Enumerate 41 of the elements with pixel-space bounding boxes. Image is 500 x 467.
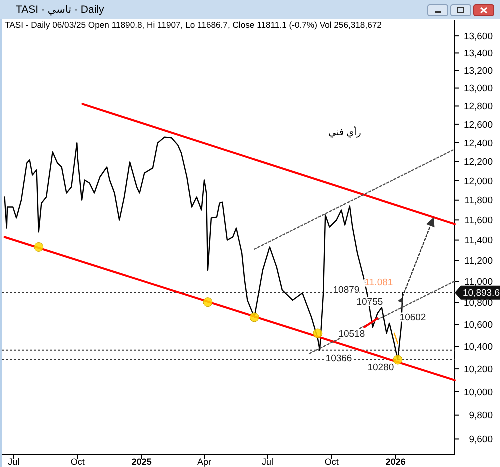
annotation: 10366 xyxy=(326,354,352,365)
x-tick-label: 2025 xyxy=(132,457,152,467)
x-tick-label: Oct xyxy=(324,457,340,467)
point xyxy=(34,242,44,252)
x-tick-label: Oct xyxy=(70,457,86,467)
point xyxy=(250,312,260,322)
x-tick-label: Jul xyxy=(262,457,274,467)
point xyxy=(203,298,213,308)
chart-subtitle: TASI - Daily 06/03/25 Open 11890.8, Hi 11907, Lo 11686.7, Close 11811.1 (-0.7%) Vol 256,318,672 xyxy=(5,20,382,30)
y-tick-label: 13,000 xyxy=(464,84,493,95)
x-tick-label: Jul xyxy=(8,457,20,467)
y-tick-label: 13,600 xyxy=(464,31,493,42)
y-tick-label: 10,200 xyxy=(464,364,493,376)
chart-title: TASI - تاسي - Daily xyxy=(16,4,105,16)
y-tick-label: 10,000 xyxy=(464,387,493,398)
y-tick-label: 12,800 xyxy=(464,102,493,113)
ref-line-label: 10,893.6 xyxy=(463,288,500,300)
y-tick-label: 10,600 xyxy=(464,320,493,331)
y-tick-label: 12,600 xyxy=(464,120,493,131)
x-tick-label: 2026 xyxy=(386,457,406,467)
y-tick-label: 9,600 xyxy=(469,434,493,446)
y-tick-label: 11,400 xyxy=(464,236,493,247)
y-tick-label: 13,400 xyxy=(464,48,493,60)
y-tick-label: 12,400 xyxy=(464,138,493,150)
annotation: رأي فني xyxy=(328,125,362,138)
y-tick-label: 10,400 xyxy=(464,342,493,353)
y-tick-label: 12,200 xyxy=(464,157,493,168)
y-tick-label: 11,200 xyxy=(464,256,493,268)
y-tick-label: 10,800 xyxy=(464,298,493,310)
point xyxy=(393,355,403,365)
y-tick-label: 11,000 xyxy=(464,276,493,288)
annotation: 10879 xyxy=(333,284,360,296)
y-tick-label: 9,800 xyxy=(469,410,493,422)
point xyxy=(313,328,323,338)
y-tick-label: 13,200 xyxy=(464,66,493,77)
y-tick-label: 12,000 xyxy=(464,176,493,188)
y-tick-label: 11,800 xyxy=(464,196,493,207)
y-tick-label: 11,600 xyxy=(464,216,493,226)
annotation: 10280 xyxy=(368,362,394,374)
annotation: 11.081 xyxy=(364,277,394,288)
x-tick-label: Apr xyxy=(197,457,212,467)
